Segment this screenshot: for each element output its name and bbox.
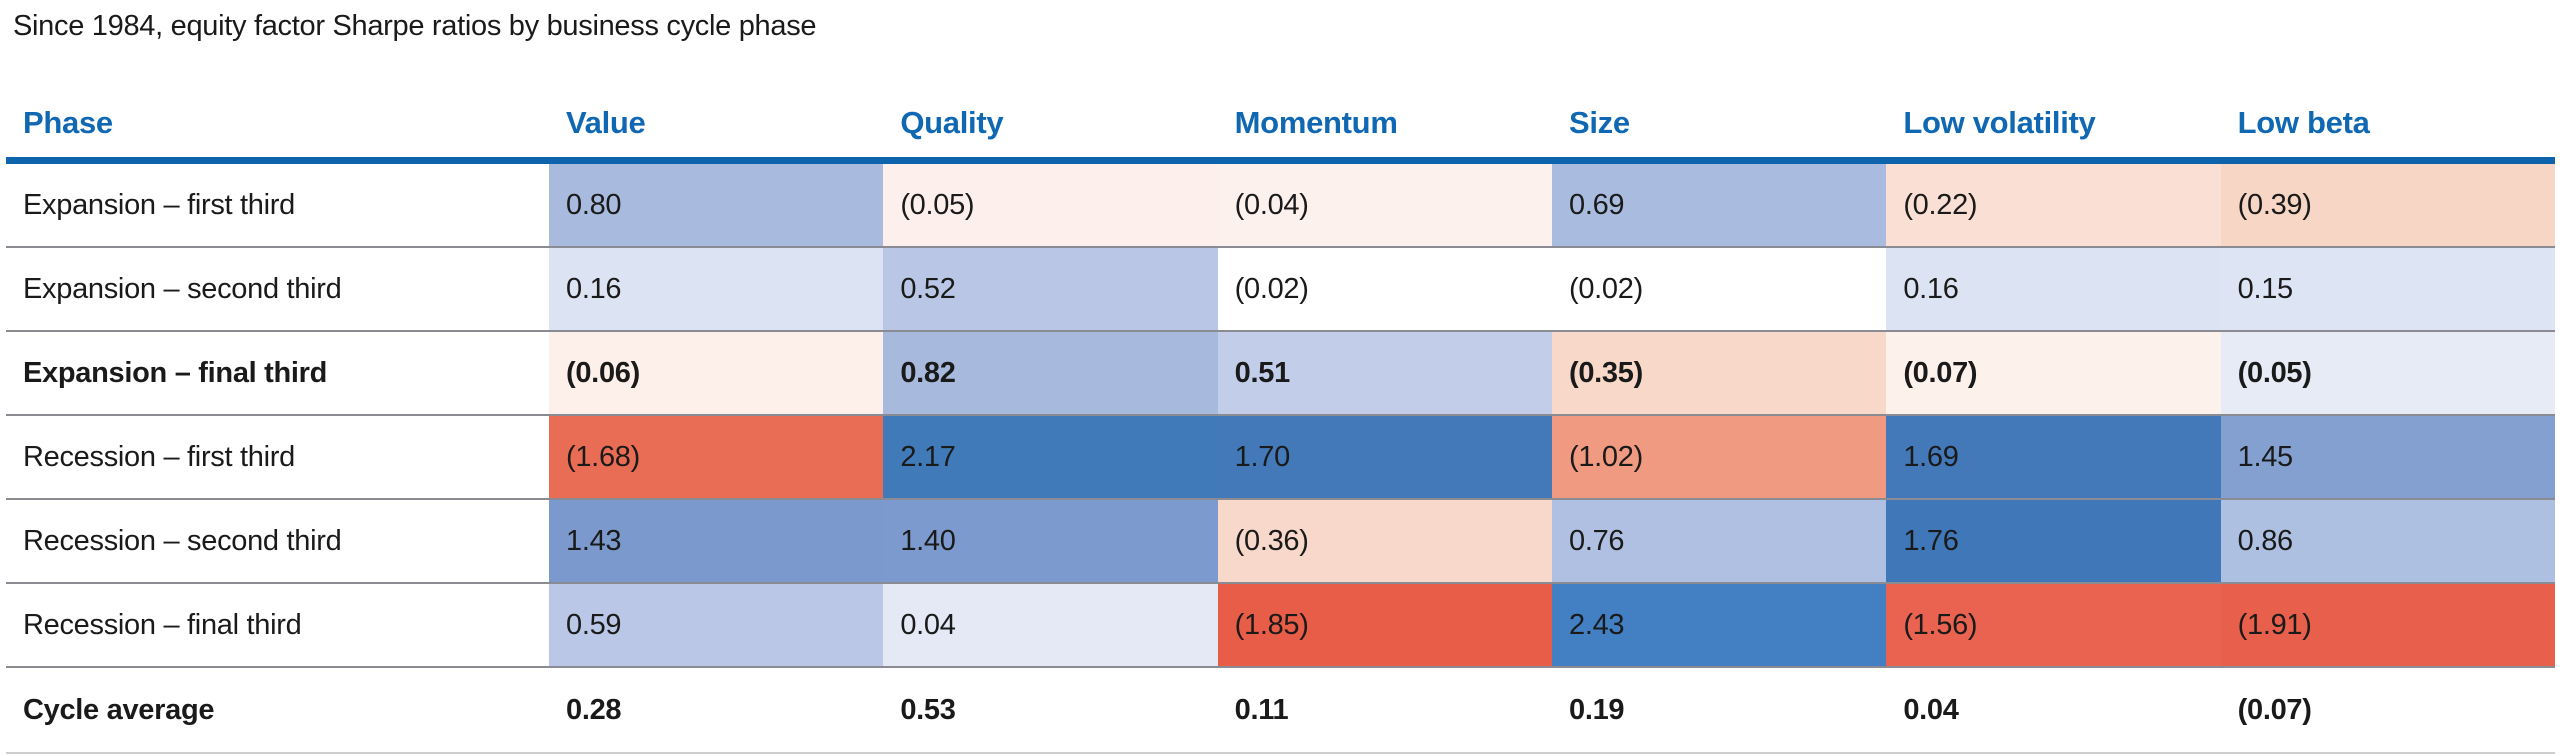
column-header-quality: Quality <box>900 105 1004 140</box>
heatmap-cell: (1.02) <box>1551 416 1887 498</box>
heatmap-cell: 0.82 <box>883 332 1218 414</box>
heatmap-cell: 2.17 <box>883 416 1218 498</box>
sharpe-ratio-heatmap-table: Phase Value Quality Momentum Size Low volatil… <box>6 55 2555 754</box>
table-row-expansion-final-third: Expansion – final third (0.06) 0.82 0.51 (0.… <box>6 332 2555 416</box>
table-row-expansion-second-third: Expansion – second third 0.16 0.52 (0.02) (0… <box>6 248 2555 332</box>
column-header-value: Value <box>566 105 646 140</box>
heatmap-cell: 0.51 <box>1217 332 1552 414</box>
heatmap-cell: 1.76 <box>1886 500 2221 582</box>
heatmap-cell: (0.22) <box>1886 164 2221 246</box>
column-header-low-volatility: Low volatility <box>1903 105 2096 140</box>
heatmap-cell: 1.43 <box>549 500 884 582</box>
table-row-recession-second-third: Recession – second third 1.43 1.40 (0.36) 0.… <box>6 500 2555 584</box>
heatmap-cell: 2.43 <box>1551 584 1887 666</box>
row-label: Expansion – first third <box>6 164 549 246</box>
row-label: Recession – second third <box>6 500 549 582</box>
heatmap-cell: (0.06) <box>549 332 884 414</box>
table-row-recession-final-third: Recession – final third 0.59 0.04 (1.85) 2.4… <box>6 584 2555 668</box>
heatmap-cell: (1.91) <box>2220 584 2555 666</box>
page-title: Since 1984, equity factor Sharpe ratios … <box>13 10 817 42</box>
column-header-momentum: Momentum <box>1234 105 1398 140</box>
footer-value: 0.28 <box>566 693 622 726</box>
footer-value: (0.07) <box>2237 693 2312 726</box>
heatmap-cell: 1.69 <box>1886 416 2221 498</box>
heatmap-cell: (0.02) <box>1217 248 1552 330</box>
table-footer-row: Cycle average 0.28 0.53 0.11 0.19 0.04 (0.07) <box>6 668 2555 754</box>
heatmap-cell: (0.36) <box>1217 500 1552 582</box>
table-row-expansion-first-third: Expansion – first third 0.80 (0.05) (0.04) 0… <box>6 164 2555 248</box>
heatmap-cell: (1.68) <box>549 416 884 498</box>
heatmap-cell: 0.16 <box>1886 248 2221 330</box>
row-label: Expansion – second third <box>6 248 549 330</box>
heatmap-cell: (0.05) <box>883 164 1218 246</box>
row-label: Recession – final third <box>6 584 549 666</box>
table-header-row: Phase Value Quality Momentum Size Low volatil… <box>6 55 2555 164</box>
heatmap-cell: (0.04) <box>1217 164 1552 246</box>
heatmap-cell: 0.76 <box>1551 500 1887 582</box>
column-header-phase: Phase <box>6 105 549 157</box>
heatmap-cell: 1.45 <box>2220 416 2555 498</box>
heatmap-cell: (1.85) <box>1217 584 1552 666</box>
heatmap-cell: 0.69 <box>1551 164 1887 246</box>
footer-value: 0.11 <box>1234 693 1289 726</box>
heatmap-cell: (0.05) <box>2220 332 2555 414</box>
heatmap-cell: (1.56) <box>1886 584 2221 666</box>
heatmap-cell: 0.59 <box>549 584 884 666</box>
row-label: Recession – first third <box>6 416 549 498</box>
heatmap-cell: 1.70 <box>1217 416 1552 498</box>
heatmap-cell: 0.16 <box>549 248 884 330</box>
heatmap-cell: 1.40 <box>883 500 1218 582</box>
heatmap-cell: 0.04 <box>883 584 1218 666</box>
footer-value: 0.19 <box>1568 693 1625 726</box>
footer-value: 0.04 <box>1903 693 1959 726</box>
heatmap-cell: 0.15 <box>2220 248 2555 330</box>
row-label: Expansion – final third <box>6 332 549 414</box>
column-header-size: Size <box>1568 105 1630 140</box>
footer-value: 0.53 <box>900 693 956 726</box>
heatmap-cell: (0.35) <box>1551 332 1887 414</box>
heatmap-cell: 0.86 <box>2220 500 2555 582</box>
table-body: Expansion – first third 0.80 (0.05) (0.04) 0… <box>6 164 2555 668</box>
table-row-recession-first-third: Recession – first third (1.68) 2.17 1.70 (1.… <box>6 416 2555 500</box>
footer-label: Cycle average <box>6 693 549 727</box>
heatmap-cell: (0.02) <box>1551 248 1887 330</box>
heatmap-cell: 0.52 <box>883 248 1218 330</box>
heatmap-cell: (0.07) <box>1886 332 2221 414</box>
column-header-low-beta: Low beta <box>2237 105 2370 140</box>
heatmap-cell: (0.39) <box>2220 164 2555 246</box>
heatmap-cell: 0.80 <box>549 164 884 246</box>
